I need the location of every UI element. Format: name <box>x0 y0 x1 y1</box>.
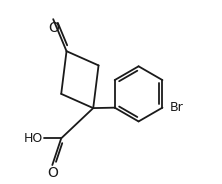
Text: HO: HO <box>24 132 44 145</box>
Text: O: O <box>47 166 58 180</box>
Text: O: O <box>48 21 59 35</box>
Text: Br: Br <box>170 101 183 114</box>
